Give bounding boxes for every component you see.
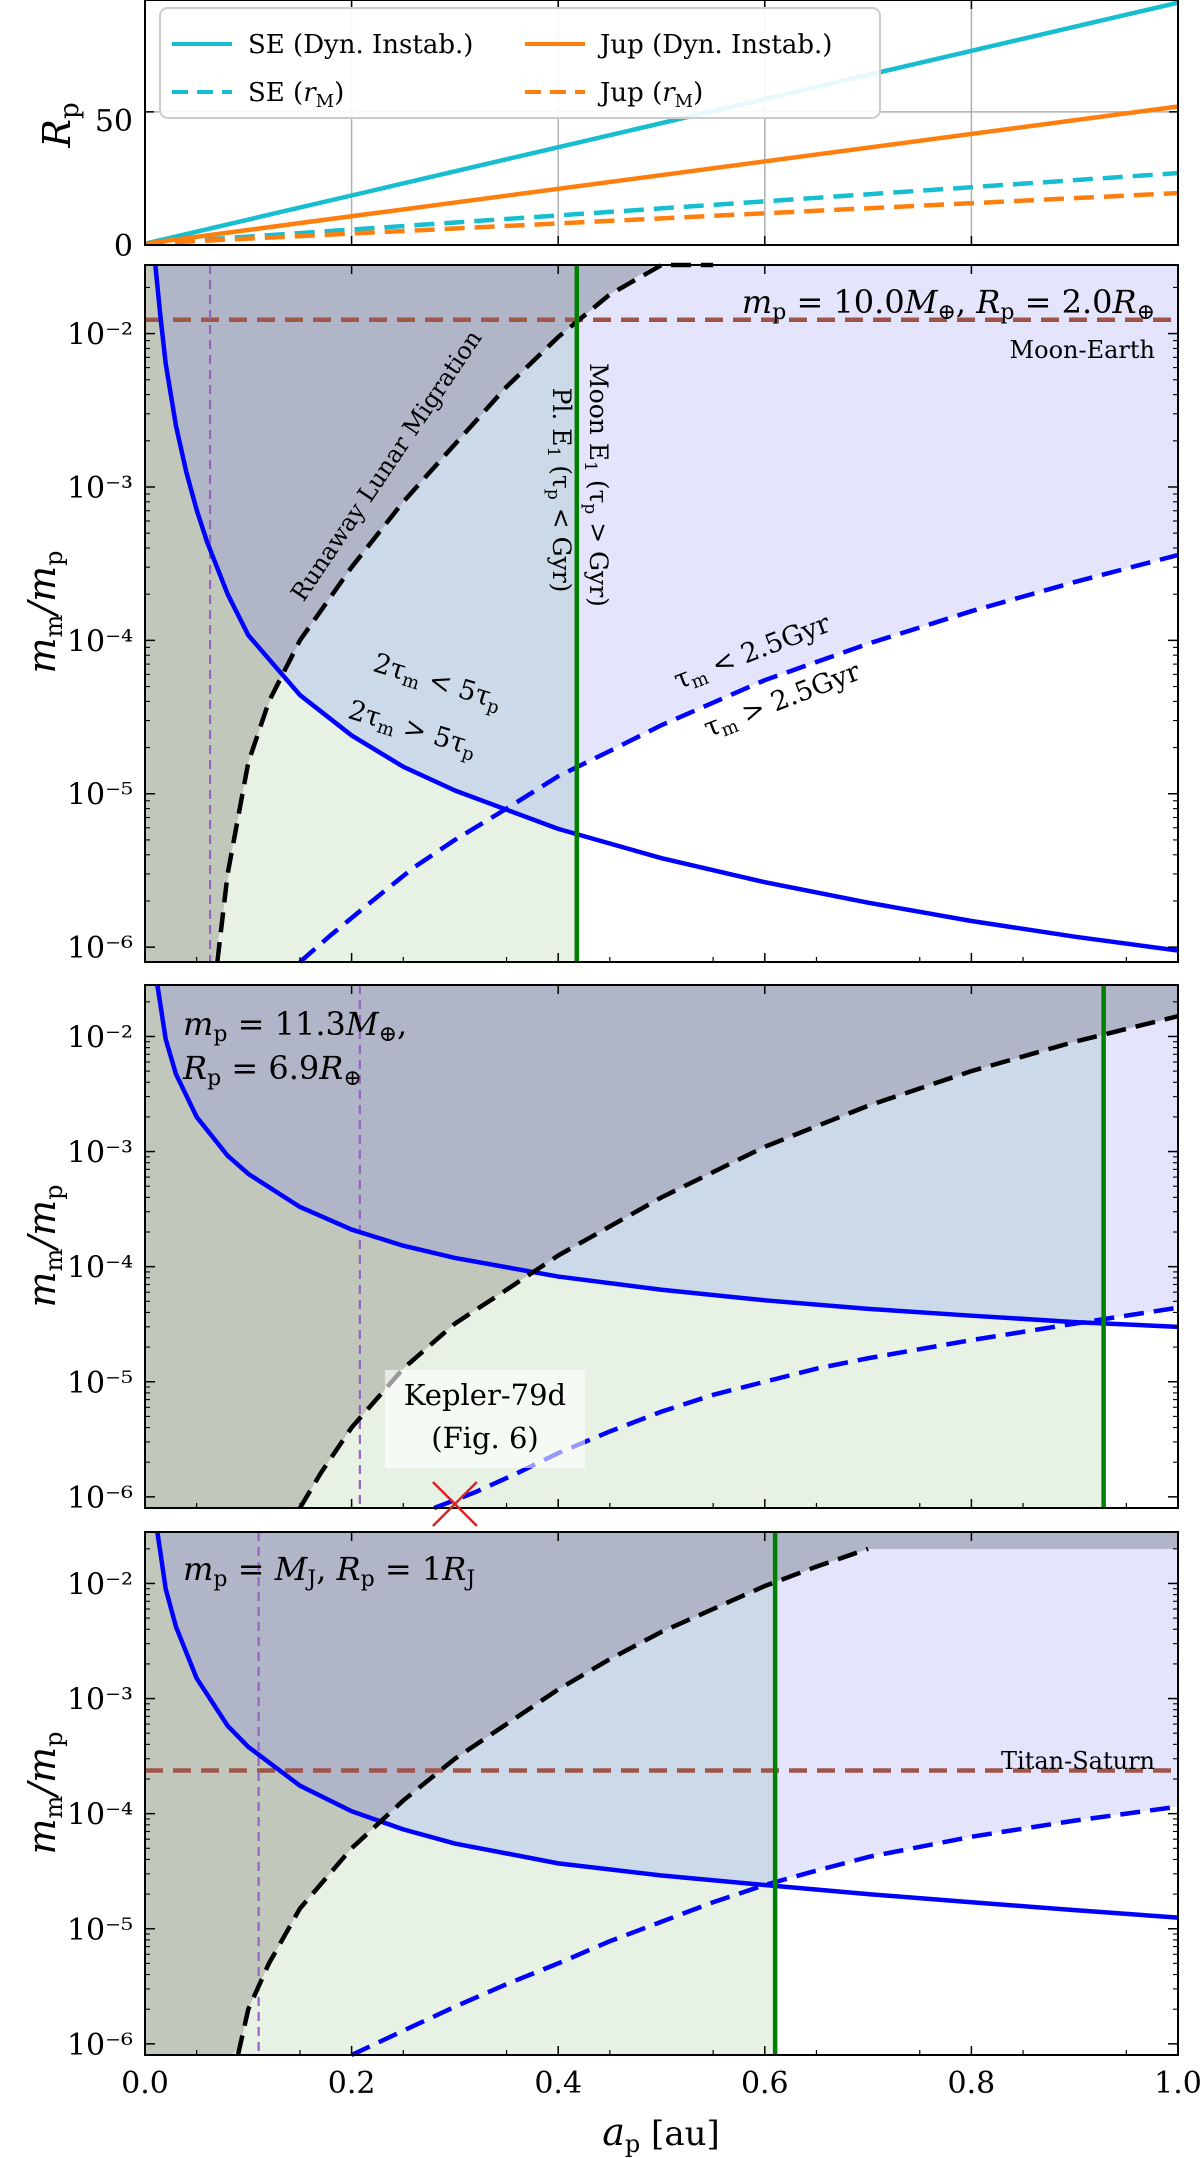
p3-ytick-labels: 10⁻² 10⁻³ 10⁻⁴ 10⁻⁵ 10⁻⁶ xyxy=(67,1567,133,2062)
legend: SE (Dyn. Instab.) SE (rM) Jup (Dyn. Inst… xyxy=(159,7,881,119)
p2-axes-frame xyxy=(144,984,1179,1509)
top-series-1 xyxy=(144,170,1179,246)
p2-ytick-labels: 10⁻² 10⁻³ 10⁻⁴ 10⁻⁵ 10⁻⁶ xyxy=(67,1020,133,1515)
top-series-2 xyxy=(144,104,1179,246)
p3-region-navy xyxy=(145,1532,1178,1821)
p2-ytick-label-0: 10⁻² xyxy=(67,1020,133,1055)
p1-region-white xyxy=(576,555,1178,962)
p1-ylabel: mm/mp xyxy=(20,550,68,673)
p1-ytick-label-0: 10⁻² xyxy=(67,318,133,353)
x-tick-labels: 0.0 0.2 0.4 0.6 0.8 1.0 xyxy=(121,2066,1200,2101)
panel-super-earth: 10⁻² 10⁻³ 10⁻⁴ 10⁻⁵ 10⁻⁶ mm/mp mp = 10.0M⊕, … xyxy=(20,262,1179,967)
p2-ticks xyxy=(144,985,1179,1508)
moon-earth-label: Moon-Earth xyxy=(1010,336,1155,364)
p1-ytick-label-2: 10⁻⁴ xyxy=(67,624,133,659)
p2-ytick-label-3: 10⁻⁵ xyxy=(67,1366,133,1401)
p2-ytick-label-4: 10⁻⁶ xyxy=(67,1481,133,1516)
p3-regions xyxy=(145,1532,1178,2055)
legend-box xyxy=(159,7,881,119)
panel-neptune: 10⁻²10⁻³10⁻⁴10⁻⁵10⁻⁶ mm/mp mp = 11.3M⊕, … xyxy=(20,984,1179,1527)
kepler-marker-stroke-2 xyxy=(432,1481,478,1527)
p3-planet-annotation: mp = MJ, Rp = 1RJ xyxy=(183,1550,475,1592)
kepler-label-name: Kepler-79d xyxy=(404,1378,566,1412)
top-ytick-50: 50 xyxy=(95,104,133,139)
p3-ytick-label-3: 10⁻⁵ xyxy=(67,1913,133,1948)
p1-ytick-label-1: 10⁻³ xyxy=(67,471,133,506)
legend-se-rm: SE (rM) xyxy=(248,78,344,112)
p2-planet-annotation-line2: Rp = 6.9R⊕ xyxy=(182,1049,362,1091)
x-tick-label-5: 1.0 xyxy=(1154,2066,1200,2101)
p2-series-1 xyxy=(433,1305,1179,1511)
p1-ticks xyxy=(144,265,1179,962)
p1-region-mint xyxy=(145,265,577,962)
p3-ytick-label-4: 10⁻⁶ xyxy=(67,2028,133,2063)
p3-ytick-label-1: 10⁻³ xyxy=(67,1683,133,1718)
p2-region-white xyxy=(1103,1307,1178,1508)
p3-ytick-label-0: 10⁻² xyxy=(67,1567,133,1602)
p3-ticks xyxy=(144,1532,1179,2055)
p1-series-1 xyxy=(298,552,1179,964)
top-ylabel: Rp xyxy=(35,102,85,148)
p3-series-1 xyxy=(350,1804,1179,2058)
p3-ytick-label-2: 10⁻⁴ xyxy=(67,1798,133,1833)
p3-ylabel: mm/mp xyxy=(20,1731,68,1854)
p3-lines xyxy=(145,1531,1179,2058)
p3-region-mint xyxy=(145,1532,776,2055)
top-panel: 50 0 Rp SE (Dyn. Instab.) SE (rM) Jup (D… xyxy=(35,0,1179,264)
legend-jup-rm: Jup (rM) xyxy=(597,78,703,112)
p1-ytick-label-4: 10⁻⁶ xyxy=(67,931,133,966)
p1-series-0 xyxy=(153,264,1179,953)
p2-series-2 xyxy=(298,1014,1179,1510)
p2-series-0 xyxy=(155,984,1179,1330)
x-tick-label-3: 0.6 xyxy=(741,2066,789,2101)
p1-lines xyxy=(145,262,1179,964)
p1-ytick-labels: 10⁻² 10⁻³ 10⁻⁴ 10⁻⁵ 10⁻⁶ xyxy=(67,318,133,967)
panel-jupiter: 10⁻² 10⁻³ 10⁻⁴ 10⁻⁵ 10⁻⁶ mm/mp mp = MJ, Rp =… xyxy=(20,1531,1200,2158)
p2-planet-annotation-line1: mp = 11.3M⊕, xyxy=(183,1005,407,1047)
legend-jup-dyn: Jup (Dyn. Instab.) xyxy=(597,30,832,60)
p1-region-navy xyxy=(145,265,1178,675)
top-series-0 xyxy=(144,0,1179,246)
x-tick-label-1: 0.2 xyxy=(328,2066,376,2101)
pl-e1-label: Pl. E1 (τp < Gyr) xyxy=(543,388,576,593)
top-ytick-0: 0 xyxy=(114,229,133,264)
top-axes-frame xyxy=(144,0,1179,246)
p2-region-navy xyxy=(145,985,1178,1272)
p3-axes-frame xyxy=(144,1531,1179,2056)
p2-ytick-label-1: 10⁻³ xyxy=(67,1136,133,1171)
p2-regions xyxy=(145,985,1178,1508)
kepler-label-fig: (Fig. 6) xyxy=(431,1421,538,1455)
p3-series-0 xyxy=(155,1531,1179,1920)
p3-series-2 xyxy=(235,1546,869,2056)
p1-regions xyxy=(145,265,1178,962)
top-series-3 xyxy=(144,190,1179,246)
x-axis-label: ap [au] xyxy=(602,2110,720,2158)
p2-lines xyxy=(155,984,1179,1511)
kepler-79d-marker xyxy=(432,1481,478,1527)
x-tick-label-4: 0.8 xyxy=(948,2066,996,2101)
p1-planet-annotation: mp = 10.0M⊕, Rp = 2.0R⊕ xyxy=(742,283,1155,325)
p2-ylabel: mm/mp xyxy=(20,1184,68,1307)
p1-axes-frame xyxy=(144,264,1179,963)
titan-saturn-label: Titan-Saturn xyxy=(1001,1747,1155,1775)
moon-e1-label: Moon E1 (τp > Gyr) xyxy=(580,363,613,607)
p2-ytick-label-2: 10⁻⁴ xyxy=(67,1251,133,1286)
top-series xyxy=(144,0,1179,246)
x-tick-label-2: 0.4 xyxy=(534,2066,582,2101)
kepler-label-box xyxy=(385,1370,585,1468)
p3-region-white xyxy=(775,1806,1178,2055)
p1-ytick-label-3: 10⁻⁵ xyxy=(67,778,133,813)
x-tick-label-0: 0.0 xyxy=(121,2066,169,2101)
legend-se-dyn: SE (Dyn. Instab.) xyxy=(248,30,473,60)
